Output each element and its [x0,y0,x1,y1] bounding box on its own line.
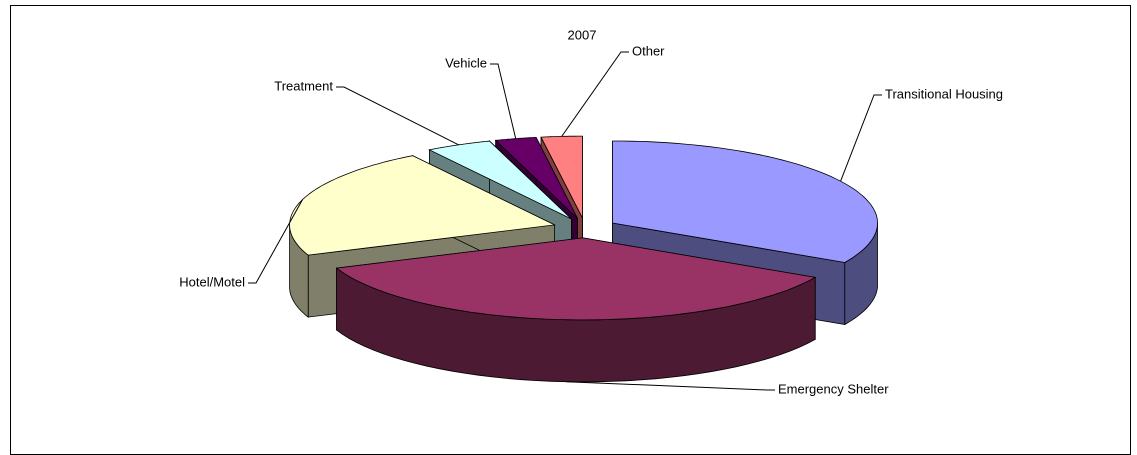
slice-label: Vehicle [445,55,487,70]
slice-label: Transitional Housing [885,86,1003,101]
leader-line [336,86,459,146]
slice-label: Treatment [274,78,333,93]
slice-label: Other [632,43,665,58]
chart-title: 2007 [568,27,597,42]
leader-line [566,381,775,391]
leader-line [840,94,882,182]
slice [335,237,817,321]
slice-label: Emergency Shelter [778,381,889,396]
leader-line [248,199,303,284]
leader-line [490,63,517,139]
leader-line [561,51,629,137]
slice-label: Hotel/Motel [179,274,245,289]
